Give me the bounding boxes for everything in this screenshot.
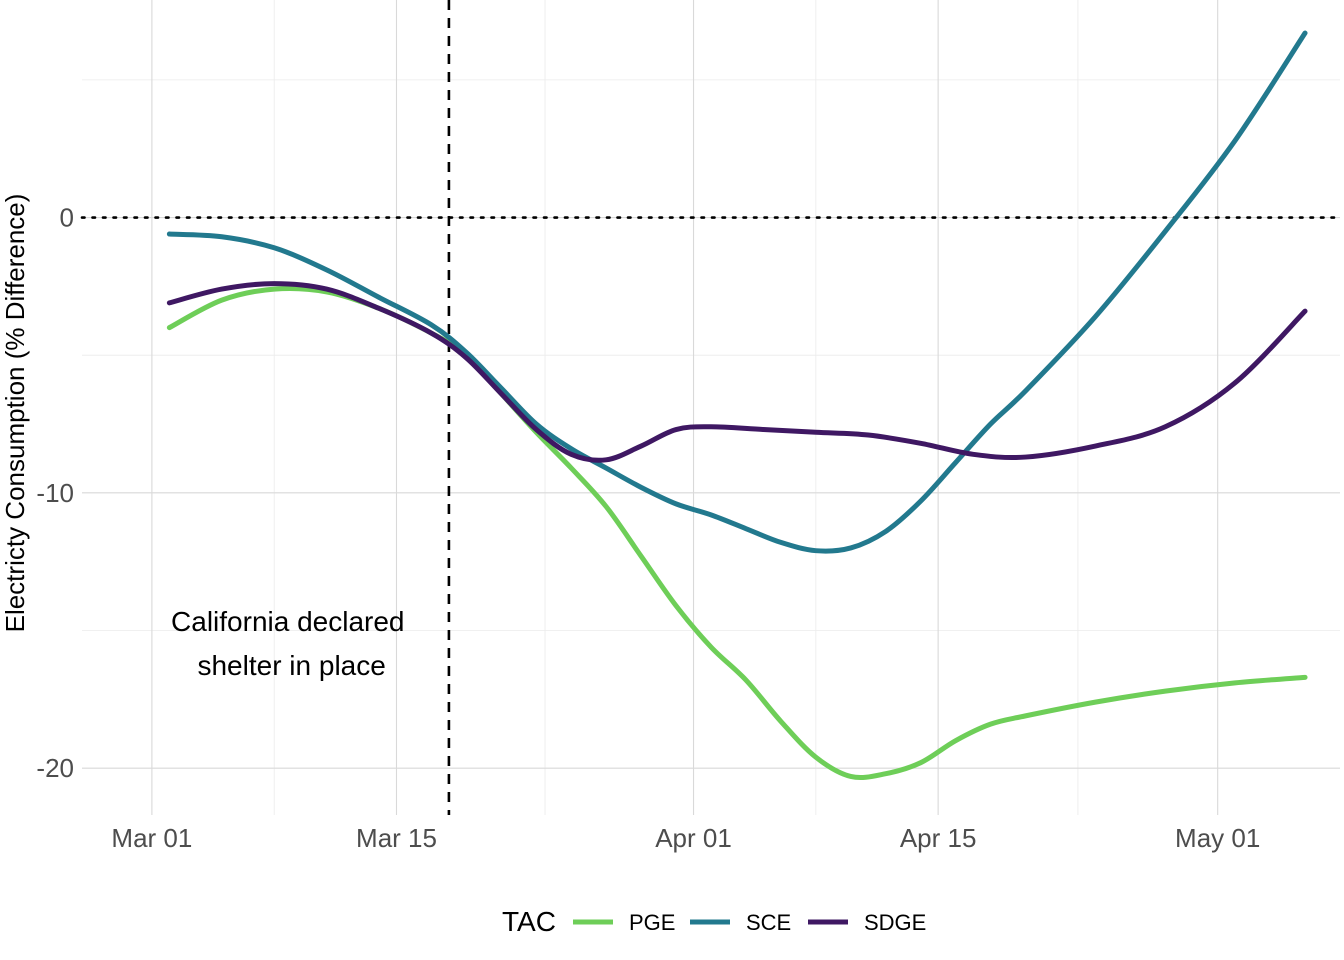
x-tick-label-2: Apr 01 [655,823,732,853]
x-tick-label-0: Mar 01 [111,823,192,853]
series-line-pge [166,286,1308,781]
legend-title: TAC [502,906,556,937]
series-lines [166,30,1308,781]
minor-gridlines-x [273,0,1079,815]
x-tick-label-1: Mar 15 [356,823,437,853]
annotation-line-2: shelter in place [197,650,385,681]
legend: TAC PGE SCE SDGE [502,906,926,937]
major-gridlines-y [82,216,1340,769]
y-axis-tick-labels: 0 -10 -20 [36,203,74,784]
shelter-in-place-annotation: California declared shelter in place [171,606,412,681]
annotation-line-1: California declared [171,606,404,637]
y-tick-label-1: -10 [36,478,74,508]
legend-label-sdge: SDGE [864,910,926,935]
x-axis-tick-labels: Mar 01 Mar 15 Apr 01 Apr 15 May 01 [111,823,1260,853]
major-gridlines-x [151,0,1219,815]
legend-item-sce: SCE [690,910,791,935]
legend-items: PGE SCE SDGE [573,910,926,935]
legend-item-sdge: SDGE [808,910,926,935]
y-axis-title: Electricty Consumption (% Difference) [0,194,30,633]
legend-label-pge: PGE [629,910,675,935]
series-line-sdge [166,281,1308,463]
reference-lines [80,0,1342,815]
y-tick-label-0: 0 [60,203,74,233]
x-tick-label-3: Apr 15 [900,823,977,853]
legend-label-sce: SCE [746,910,791,935]
legend-item-pge: PGE [573,910,675,935]
minor-gridlines-y [82,79,1340,631]
series-line-sce [166,30,1308,554]
y-tick-label-2: -20 [36,753,74,783]
x-tick-label-4: May 01 [1175,823,1260,853]
